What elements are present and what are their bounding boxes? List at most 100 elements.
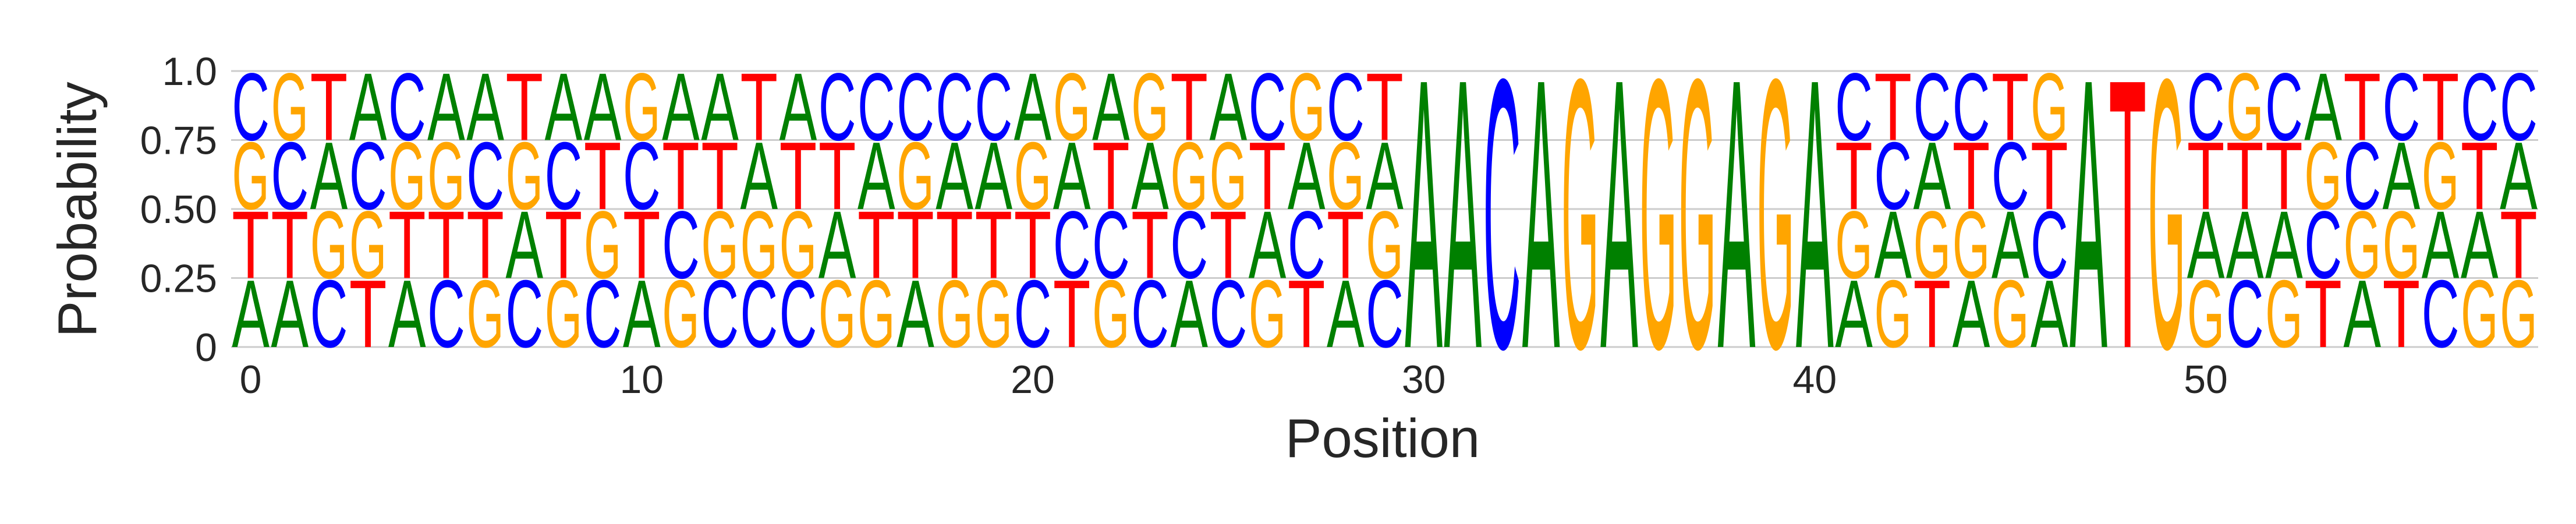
logo-letter-g: G bbox=[1131, 53, 1168, 161]
logo-letter-c: C bbox=[2383, 54, 2421, 161]
grid-lines bbox=[231, 70, 2538, 348]
logo-letter-a: A bbox=[1131, 122, 1169, 229]
logo-letter-t: T bbox=[858, 192, 895, 299]
logo-letter-c: C bbox=[936, 54, 973, 161]
logo-letter-t: T bbox=[2265, 122, 2303, 230]
logo-letter-g: G bbox=[1679, 0, 1716, 429]
logo-letter-c: C bbox=[2304, 192, 2342, 299]
logo-letter-t: T bbox=[466, 192, 504, 299]
logo-letter-c: C bbox=[1092, 192, 1130, 299]
logo-letter-t: T bbox=[1874, 54, 1912, 161]
logo-letter-g: G bbox=[1092, 260, 1129, 368]
logo-letter-t: T bbox=[2383, 260, 2421, 368]
logo-letter-g: G bbox=[1053, 53, 1090, 161]
logo-letter-c: C bbox=[2187, 54, 2225, 161]
logo-letter-t: T bbox=[779, 122, 817, 230]
logo-letter-t: T bbox=[427, 192, 465, 299]
logo-letter-t: T bbox=[2304, 260, 2342, 368]
logo-letter-a: A bbox=[584, 52, 622, 160]
logo-letter-t: T bbox=[1170, 54, 1208, 161]
y-tick-label: 1.0 bbox=[162, 49, 217, 94]
logo-letter-c: C bbox=[2031, 192, 2068, 299]
logo-letter-t: T bbox=[1092, 122, 1130, 230]
logo-letter-g: G bbox=[2383, 191, 2420, 299]
logo-letter-t: T bbox=[2226, 122, 2264, 230]
logo-letter-c: C bbox=[2422, 261, 2460, 368]
logo-letter-g: G bbox=[2148, 0, 2185, 429]
logo-letter-t: T bbox=[349, 260, 387, 368]
logo-letter-c: C bbox=[2500, 54, 2538, 161]
logo-letter-g: G bbox=[545, 260, 582, 368]
x-tick-label: 20 bbox=[1011, 357, 1055, 402]
logo-letter-g: G bbox=[2344, 191, 2381, 299]
logo-letter-a: A bbox=[1992, 190, 2029, 298]
logo-letter-g: G bbox=[232, 122, 269, 230]
logo-letter-g: G bbox=[623, 53, 660, 161]
logo-letter-a: A bbox=[1053, 122, 1091, 229]
logo-letter-a: A bbox=[271, 260, 309, 367]
logo-letter-a: A bbox=[2265, 190, 2303, 298]
logo-letter-t: T bbox=[623, 192, 661, 299]
logo-letter-g: G bbox=[1327, 122, 1364, 230]
logo-letter-g: G bbox=[1835, 191, 1872, 299]
logo-letter-a: A bbox=[2226, 190, 2264, 298]
logo-letter-c: C bbox=[232, 54, 270, 161]
y-axis-ticks: 0 0.25 0.50 0.75 1.0 bbox=[140, 49, 217, 370]
logo-letter-a: A bbox=[2461, 190, 2499, 298]
logo-letter-a: A bbox=[936, 122, 973, 229]
logo-letter-c: C bbox=[975, 54, 1012, 161]
logo-letter-a: A bbox=[1874, 190, 1912, 298]
logo-letter-c: C bbox=[623, 123, 661, 230]
logo-letter-a: A bbox=[1914, 122, 1951, 229]
logo-letter-a: A bbox=[2383, 122, 2421, 229]
logo-letter-g: G bbox=[897, 122, 934, 230]
logo-letter-t: T bbox=[936, 192, 973, 299]
logo-letter-a: A bbox=[466, 52, 504, 160]
y-tick-label: 0.25 bbox=[140, 257, 217, 301]
logo-letter-c: C bbox=[310, 261, 348, 368]
logo-letter-a: A bbox=[1405, 0, 1443, 429]
logo-letter-a: A bbox=[388, 260, 426, 367]
logo-letter-a: A bbox=[662, 52, 700, 160]
logo-letter-t: T bbox=[2109, 0, 2146, 429]
logo-letter-g: G bbox=[1875, 260, 1912, 368]
logo-letter-a: A bbox=[2500, 122, 2538, 229]
logo-letter-g: G bbox=[1366, 191, 1403, 299]
logo-letter-c: C bbox=[1366, 261, 1404, 368]
logo-letter-a: A bbox=[505, 190, 543, 298]
logo-letter-a: A bbox=[1953, 260, 1990, 367]
logo-letter-c: C bbox=[1914, 54, 1951, 161]
logo-letter-g: G bbox=[975, 260, 1012, 368]
logo-letter-t: T bbox=[897, 192, 934, 299]
logo-letter-t: T bbox=[2031, 122, 2068, 230]
logo-letter-t: T bbox=[818, 122, 856, 230]
logo-letter-g: G bbox=[740, 191, 778, 299]
logo-letter-c: C bbox=[858, 54, 895, 161]
logo-letter-c: C bbox=[1288, 192, 1326, 299]
logo-letter-c: C bbox=[701, 261, 739, 368]
logo-letter-a: A bbox=[975, 122, 1012, 229]
x-tick-label: 30 bbox=[1402, 357, 1446, 402]
logo-letter-a: A bbox=[701, 52, 739, 160]
logo-letter-t: T bbox=[1835, 122, 1873, 230]
logo-letter-a: A bbox=[1288, 122, 1326, 229]
logo-letter-a: A bbox=[1249, 190, 1287, 298]
logo-letter-c: C bbox=[349, 123, 387, 230]
logo-letter-c: C bbox=[1992, 123, 2029, 230]
logo-letter-g: G bbox=[2500, 260, 2537, 368]
logo-glyphs: CGTAGCTATAGCACGTCGTAAGTCACTGTGACACTGATGC… bbox=[232, 0, 2538, 429]
logo-letter-a: A bbox=[545, 52, 583, 160]
x-tick-label: 40 bbox=[1793, 357, 1837, 402]
logo-letter-c: C bbox=[584, 261, 622, 368]
y-tick-label: 0.50 bbox=[140, 187, 217, 232]
logo-letter-c: C bbox=[1209, 261, 1247, 368]
logo-letter-g: G bbox=[2187, 260, 2224, 368]
logo-letter-g: G bbox=[1953, 191, 1990, 299]
logo-letter-g: G bbox=[1210, 122, 1247, 230]
x-tick-label: 50 bbox=[2184, 357, 2228, 402]
logo-letter-a: A bbox=[1327, 260, 1365, 367]
logo-letter-t: T bbox=[662, 122, 700, 230]
logo-letter-a: A bbox=[2070, 0, 2107, 429]
logo-letter-c: C bbox=[1483, 0, 1521, 429]
